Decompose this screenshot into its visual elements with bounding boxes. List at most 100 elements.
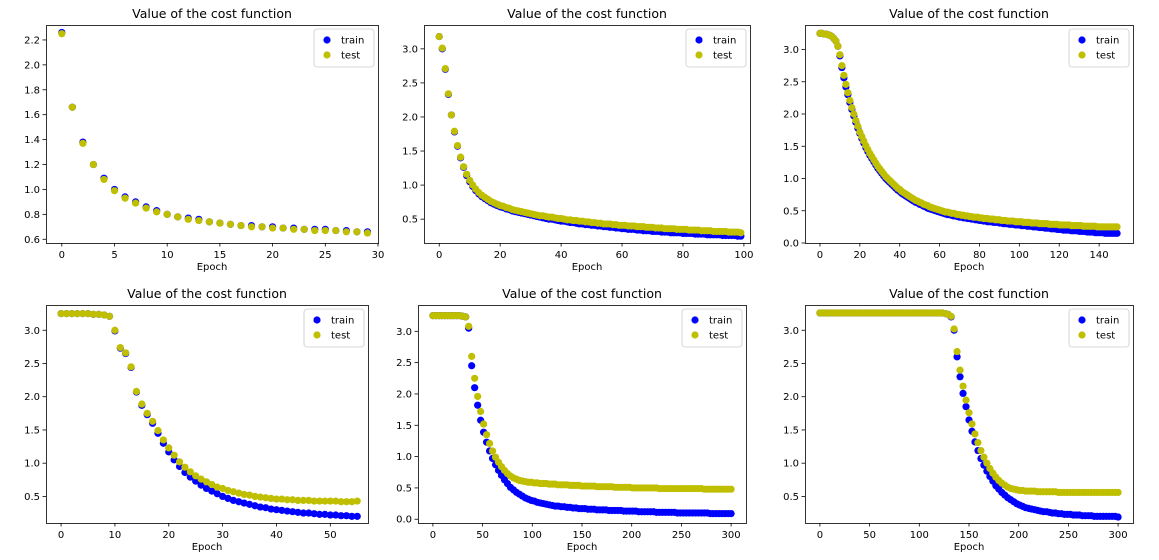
data-point [836, 51, 844, 59]
data-point [848, 103, 856, 112]
x-tick-label: 100 [523, 530, 542, 541]
x-tick-label: 20 [853, 250, 866, 261]
x-tick-label: 150 [959, 530, 978, 541]
data-point [1113, 223, 1121, 231]
x-tick-label: 60 [616, 250, 629, 261]
x-tick-label: 300 [722, 530, 741, 541]
data-point [310, 497, 318, 505]
data-point [127, 363, 135, 371]
data-point [202, 478, 211, 486]
y-tick-label: 1.0 [396, 452, 412, 463]
data-point [251, 502, 259, 510]
y-tick-label: 0.8 [24, 210, 40, 221]
data-point [850, 110, 858, 118]
y-tick-label: 3.0 [24, 326, 40, 337]
x-tick-label: 40 [555, 250, 568, 261]
data-point [235, 489, 243, 497]
legend-marker [695, 36, 703, 44]
data-point [474, 392, 482, 401]
data-point [342, 512, 351, 520]
data-point [456, 153, 465, 161]
data-point [956, 366, 964, 374]
chart-title: Value of the cost function [889, 286, 1049, 301]
data-point [163, 210, 171, 218]
data-point [289, 496, 297, 504]
data-point [262, 494, 270, 502]
x-tick-label: 80 [973, 250, 986, 261]
data-point [68, 103, 76, 111]
data-point [844, 89, 852, 97]
data-point [262, 504, 270, 512]
data-point [208, 480, 216, 489]
data-point [192, 472, 200, 480]
data-point [89, 310, 97, 318]
data-point [315, 510, 324, 518]
axes-frame [418, 305, 747, 524]
data-point [121, 194, 129, 202]
data-point [474, 401, 482, 409]
data-point [213, 483, 221, 491]
data-point [58, 30, 66, 38]
data-point [477, 407, 485, 416]
data-point [854, 122, 862, 130]
subplot-4: 0 10 20 30 40 50 0.5 1.0 1.5 2.0 2.5 3.0 Value of th… [24, 286, 369, 553]
subplot-1: 0 5 10 15 20 25 30 0.6 0.8 1.0 1.2 1.4 1.6 1.8 2.0 2.2 V… [24, 6, 384, 273]
data-point [245, 500, 254, 508]
data-point [256, 503, 264, 511]
x-tick-label: 140 [1090, 250, 1109, 261]
legend-label: train [1096, 36, 1119, 47]
data-point [237, 221, 245, 230]
data-point [181, 468, 189, 477]
data-point [197, 481, 205, 489]
axes-frame [424, 25, 751, 244]
data-point [202, 484, 211, 493]
data-point [256, 493, 264, 501]
data-point [267, 505, 275, 513]
x-axis-label: Epoch [567, 542, 598, 553]
data-point [468, 352, 476, 360]
data-point [438, 44, 446, 52]
subplot-6: 0 50 100 150 200 250 300 0.5 1.0 1.5 2.0 2.5 3.0 Valu… [783, 286, 1134, 553]
data-point [480, 420, 488, 428]
data-point [326, 511, 334, 519]
data-point [846, 96, 854, 105]
data-point [279, 224, 287, 232]
data-point [272, 506, 281, 514]
data-point [258, 223, 266, 231]
y-tick-label: 1.5 [783, 142, 799, 153]
data-point [294, 508, 302, 516]
x-axis-label: Epoch [954, 542, 985, 553]
data-point [174, 213, 182, 221]
x-axis-label: Epoch [954, 262, 985, 273]
data-point [57, 310, 65, 318]
data-point [315, 497, 324, 505]
data-point [278, 495, 286, 503]
data-point [971, 430, 979, 438]
data-point [737, 229, 745, 237]
y-tick-label: 1.8 [24, 85, 40, 96]
data-point [289, 508, 297, 516]
data-point [283, 496, 291, 504]
data-point [342, 228, 350, 236]
data-point [186, 468, 194, 476]
legend-marker [695, 51, 703, 59]
legend-marker [1078, 316, 1086, 324]
data-point [73, 310, 81, 318]
legend-label: train [713, 36, 736, 47]
y-tick-label: 2.5 [396, 358, 412, 369]
y-tick-label: 0.5 [396, 483, 412, 494]
data-point [205, 218, 213, 226]
data-point [468, 362, 476, 370]
y-tick-label: 1.0 [783, 174, 799, 185]
data-point [283, 507, 291, 515]
x-tick-label: 100 [910, 530, 929, 541]
data-point [79, 310, 87, 318]
x-tick-label: 40 [893, 250, 906, 261]
data-point [116, 343, 124, 352]
subplot-5: 0 50 100 150 200 250 300 0.0 0.5 1.0 1.5 2.0 2.5 3.0 V… [396, 286, 747, 553]
x-tick-label: 80 [677, 250, 690, 261]
data-point [143, 409, 151, 417]
series-test [429, 312, 735, 493]
data-point [363, 229, 372, 237]
